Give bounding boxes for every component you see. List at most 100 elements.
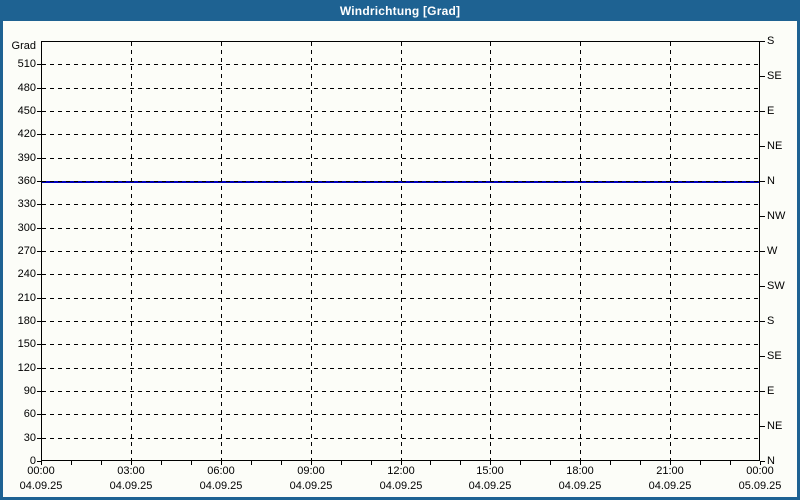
y-right-tick bbox=[760, 356, 765, 357]
x-time-label: 03:00 bbox=[117, 465, 145, 477]
y-left-tick-label: 450 bbox=[17, 105, 36, 117]
y-right-tick bbox=[760, 146, 765, 147]
x-minor-tick bbox=[371, 461, 372, 465]
y-left-tick-label: 330 bbox=[17, 198, 36, 210]
v-gridline bbox=[580, 42, 581, 460]
x-date-label: 04.09.25 bbox=[379, 480, 423, 492]
x-minor-tick bbox=[700, 461, 701, 465]
x-minor-tick bbox=[610, 461, 611, 465]
y-left-tick-label: 420 bbox=[17, 128, 36, 140]
x-date-label: 04.09.25 bbox=[199, 480, 243, 492]
y-left-tick bbox=[37, 461, 41, 462]
y-right-tick-label: NE bbox=[767, 420, 783, 432]
y-left-tick bbox=[37, 298, 41, 299]
x-minor-tick bbox=[490, 461, 491, 465]
y-right-tick bbox=[760, 251, 765, 252]
h-gridline bbox=[42, 111, 759, 112]
x-minor-tick bbox=[101, 461, 102, 465]
y-left-tick-label: 390 bbox=[17, 152, 36, 164]
x-minor-tick bbox=[550, 461, 551, 465]
x-time-label: 15:00 bbox=[476, 465, 504, 477]
v-gridline bbox=[311, 42, 312, 460]
h-gridline bbox=[42, 64, 759, 65]
y-left-tick bbox=[37, 88, 41, 89]
h-gridline bbox=[42, 134, 759, 135]
x-minor-tick bbox=[520, 461, 521, 465]
y-left-tick bbox=[37, 368, 41, 369]
y-left-tick-label: 0 bbox=[29, 455, 36, 467]
y-right-tick-label: W bbox=[767, 245, 778, 257]
v-gridline bbox=[401, 42, 402, 460]
y-left-tick bbox=[37, 274, 41, 275]
y-right-tick bbox=[760, 461, 765, 462]
y-left-tick-label: 150 bbox=[17, 338, 36, 350]
x-time-label: 18:00 bbox=[566, 465, 594, 477]
y-right-tick bbox=[760, 76, 765, 77]
h-gridline bbox=[42, 251, 759, 252]
y-right-tick-label: S bbox=[767, 35, 775, 47]
h-gridline bbox=[42, 321, 759, 322]
y-right-tick-label: SE bbox=[767, 350, 782, 362]
h-gridline bbox=[42, 158, 759, 159]
y-left-tick bbox=[37, 111, 41, 112]
x-time-label: 00:00 bbox=[746, 465, 774, 477]
x-date-label: 04.09.25 bbox=[648, 480, 692, 492]
h-gridline bbox=[42, 438, 759, 439]
y-right-tick bbox=[760, 216, 765, 217]
y-left-tick-label: 300 bbox=[17, 222, 36, 234]
y-right-tick-label: NW bbox=[767, 210, 786, 222]
x-date-label: 04.09.25 bbox=[558, 480, 602, 492]
y-right-tick bbox=[760, 321, 765, 322]
y-left-tick-label: 270 bbox=[17, 245, 36, 257]
x-time-label: 21:00 bbox=[656, 465, 684, 477]
y-right-tick-label: SW bbox=[767, 280, 785, 292]
y-left-tick bbox=[37, 204, 41, 205]
y-left-tick bbox=[37, 228, 41, 229]
x-minor-tick bbox=[640, 461, 641, 465]
x-minor-tick bbox=[730, 461, 731, 465]
h-gridline bbox=[42, 368, 759, 369]
x-date-label: 04.09.25 bbox=[289, 480, 333, 492]
x-date-label: 04.09.25 bbox=[468, 480, 512, 492]
y-right-tick bbox=[760, 391, 765, 392]
y-left-tick-label: 30 bbox=[23, 432, 36, 444]
y-left-tick bbox=[37, 251, 41, 252]
y-left-tick-label: 510 bbox=[17, 58, 36, 70]
h-gridline bbox=[42, 274, 759, 275]
h-gridline-overlay bbox=[42, 181, 759, 182]
x-minor-tick bbox=[281, 461, 282, 465]
x-minor-tick bbox=[191, 461, 192, 465]
x-time-label: 12:00 bbox=[387, 465, 415, 477]
y-left-tick-label: 120 bbox=[17, 362, 36, 374]
y-left-tick bbox=[37, 64, 41, 65]
wind-direction-line bbox=[42, 181, 759, 183]
h-gridline bbox=[42, 88, 759, 89]
y-left-tick bbox=[37, 391, 41, 392]
x-minor-tick bbox=[251, 461, 252, 465]
x-minor-tick bbox=[161, 461, 162, 465]
h-gridline bbox=[42, 204, 759, 205]
y-right-tick-label: SE bbox=[767, 70, 782, 82]
x-minor-tick bbox=[401, 461, 402, 465]
h-gridline bbox=[42, 344, 759, 345]
y-axis-unit-label: Grad bbox=[11, 40, 36, 52]
x-date-label: 05.09.25 bbox=[738, 480, 782, 492]
y-right-tick-label: NE bbox=[767, 140, 783, 152]
y-left-tick bbox=[37, 344, 41, 345]
h-gridline bbox=[42, 228, 759, 229]
x-minor-tick bbox=[460, 461, 461, 465]
x-minor-tick bbox=[341, 461, 342, 465]
chart-title: Windrichtung [Grad] bbox=[339, 3, 461, 18]
y-left-tick bbox=[37, 134, 41, 135]
v-gridline bbox=[221, 42, 222, 460]
y-right-tick-label: S bbox=[767, 315, 775, 327]
y-right-tick bbox=[760, 41, 765, 42]
v-gridline bbox=[131, 42, 132, 460]
y-left-tick-label: 480 bbox=[17, 82, 36, 94]
y-left-tick bbox=[37, 181, 41, 182]
y-right-tick bbox=[760, 426, 765, 427]
y-right-tick bbox=[760, 181, 765, 182]
x-time-label: 00:00 bbox=[27, 465, 55, 477]
v-gridline bbox=[490, 42, 491, 460]
